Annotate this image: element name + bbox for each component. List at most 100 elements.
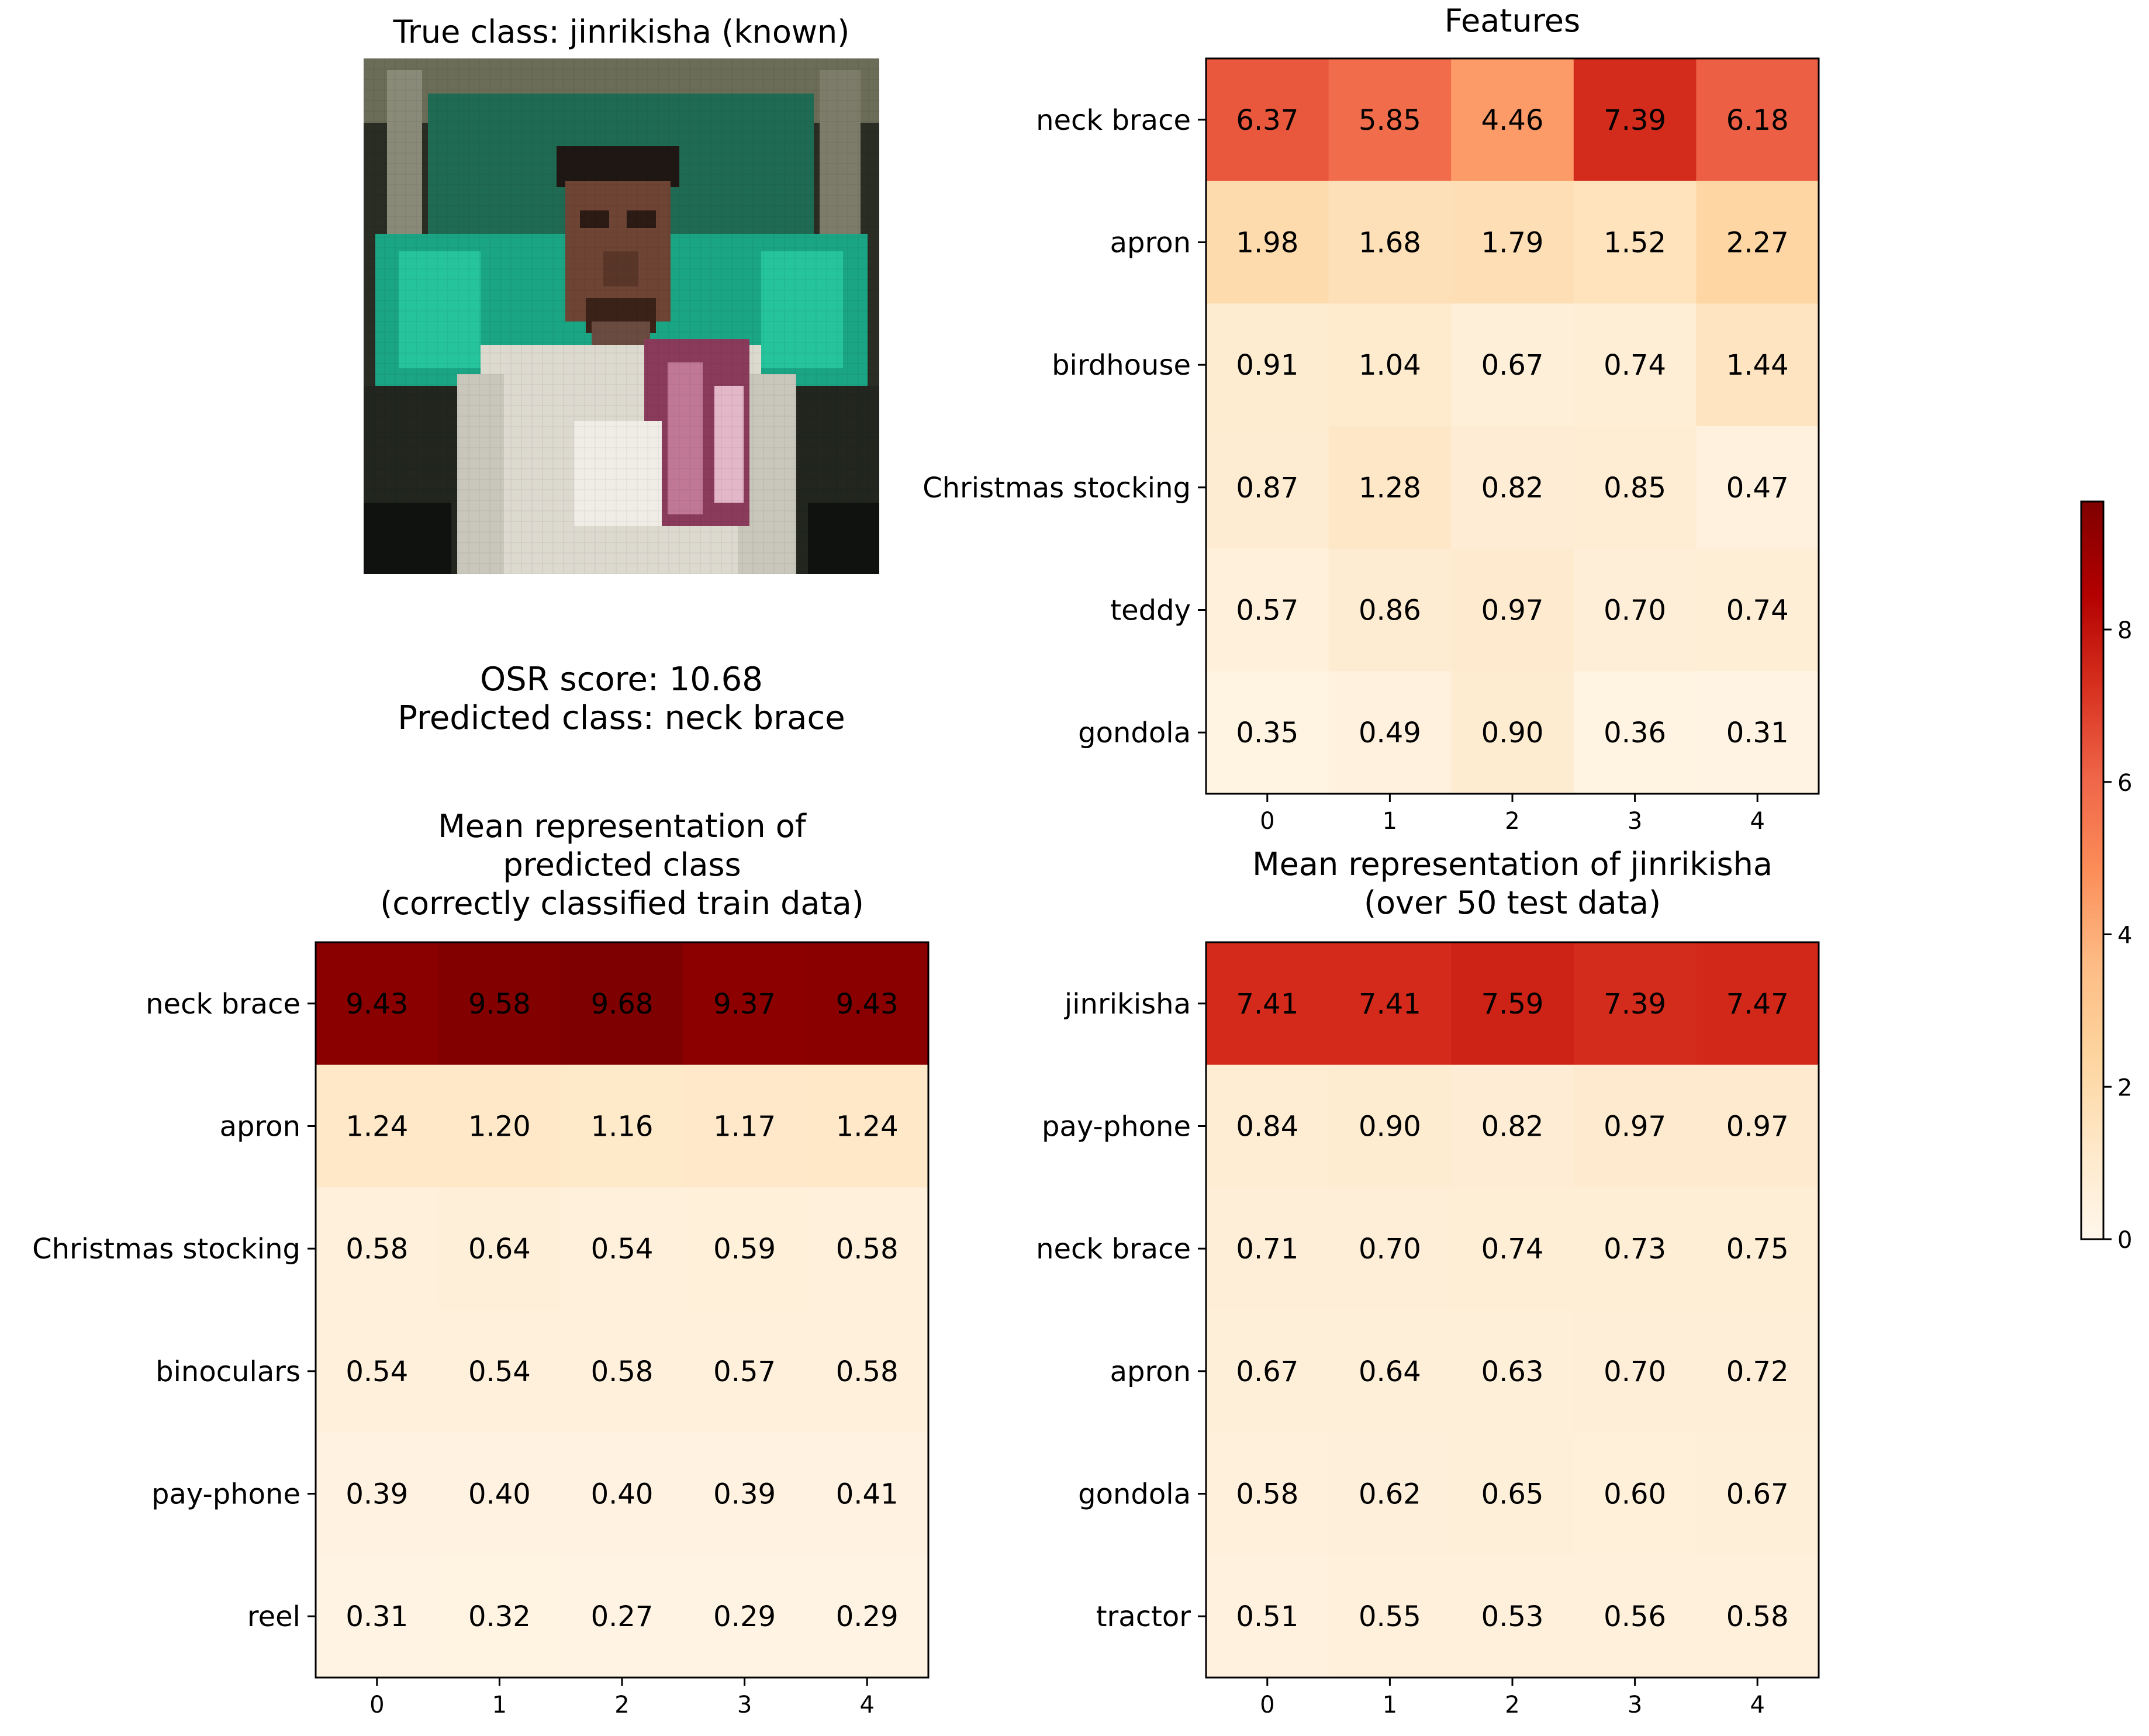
cell-value-label: 7.39 — [1604, 104, 1666, 137]
y-tick-label: neck brace — [1036, 1233, 1191, 1265]
heatmap-cell — [1206, 181, 1329, 304]
heatmap-cell — [1573, 548, 1697, 672]
image-title: True class: jinrikisha (known) — [393, 13, 850, 50]
heatmap-cell — [1573, 181, 1697, 304]
heatmap-cell — [1573, 1555, 1697, 1678]
cell-value-label: 0.58 — [591, 1355, 654, 1388]
heatmap-cell — [1451, 1555, 1574, 1678]
heatmap-cell — [683, 1432, 806, 1555]
cell-value-label: 0.84 — [1236, 1111, 1298, 1143]
heatmap-title: Features — [1445, 2, 1580, 39]
heatmap-cell — [1696, 1064, 1819, 1188]
cell-value-label: 0.74 — [1726, 594, 1789, 627]
cell-value-label: 0.67 — [1236, 1355, 1298, 1388]
y-tick-label: binoculars — [156, 1355, 300, 1388]
x-tick-label: 0 — [1260, 808, 1274, 835]
cell-value-label: 0.40 — [468, 1478, 531, 1511]
cell-value-label: 5.85 — [1359, 104, 1421, 137]
heatmap-cell — [806, 1432, 929, 1555]
heatmap-cell — [1451, 303, 1574, 427]
heatmap-cell — [1696, 1310, 1819, 1433]
cell-value-label: 0.29 — [713, 1600, 776, 1633]
heatmap-cell — [438, 1064, 561, 1188]
cell-value-label: 0.97 — [1481, 594, 1544, 627]
cell-value-label: 0.51 — [1236, 1600, 1298, 1633]
cell-value-label: 9.37 — [713, 988, 776, 1021]
y-tick-label: apron — [1110, 1355, 1191, 1388]
x-tick-label: 4 — [1750, 1692, 1764, 1718]
cell-value-label: 0.58 — [836, 1355, 899, 1388]
heatmap-cell — [438, 1310, 561, 1433]
heatmap-cell — [1696, 181, 1819, 304]
heatmap-cell — [438, 1555, 561, 1678]
cell-value-label: 0.90 — [1481, 717, 1544, 749]
heatmap-cell — [1328, 1064, 1452, 1188]
cell-value-label: 0.75 — [1726, 1233, 1789, 1265]
cell-value-label: 0.90 — [1359, 1111, 1421, 1143]
heatmap-cell — [1206, 548, 1329, 672]
heatmap-cell — [1206, 303, 1329, 427]
y-tick-label: Christmas stocking — [923, 472, 1191, 504]
cell-value-label: 0.85 — [1604, 472, 1666, 504]
heatmap-cell — [1573, 1187, 1697, 1310]
cell-value-label: 9.68 — [591, 988, 654, 1021]
x-tick-label: 0 — [1260, 1692, 1274, 1718]
colorbar: 0 2 4 6 8 — [2080, 500, 2132, 1254]
heatmap-mean-true: Mean representation of jinrikisha (over 5… — [1036, 846, 1820, 1718]
cell-value-label: 0.59 — [713, 1233, 776, 1265]
heatmap-cell — [683, 1187, 806, 1310]
heatmap-cell — [1451, 1187, 1574, 1310]
heatmap-cell — [1696, 1555, 1819, 1678]
cell-value-label: 0.62 — [1359, 1478, 1421, 1511]
cell-value-label: 0.31 — [1726, 717, 1789, 749]
colorbar-tick-label: 6 — [2117, 770, 2132, 797]
cell-value-label: 1.52 — [1604, 227, 1666, 260]
cell-value-label: 0.70 — [1604, 1355, 1666, 1388]
heatmap-cell — [561, 1310, 684, 1433]
heatmap-cell — [1696, 303, 1819, 427]
x-tick-label: 4 — [859, 1692, 874, 1718]
heatmap-cell — [1573, 303, 1697, 427]
cell-value-label: 0.55 — [1359, 1600, 1421, 1633]
cell-value-label: 7.59 — [1481, 988, 1544, 1021]
cell-value-label: 0.54 — [346, 1355, 408, 1388]
x-tick-label: 3 — [1628, 1692, 1642, 1718]
cell-value-label: 0.49 — [1359, 717, 1421, 749]
heatmap-cell — [1573, 1432, 1697, 1555]
heatmap-cell — [1573, 58, 1697, 182]
heatmap-cell — [683, 1064, 806, 1188]
y-tick-label: pay-phone — [1042, 1111, 1191, 1143]
cell-value-label: 0.58 — [1236, 1478, 1298, 1511]
heatmap-cell — [1573, 942, 1697, 1066]
heatmap-cell — [1451, 1064, 1574, 1188]
heatmap-cell — [683, 942, 806, 1066]
cell-value-label: 0.57 — [713, 1355, 776, 1388]
y-tick-label: apron — [220, 1111, 300, 1143]
heatmap-title: Mean representation of predicted class (co… — [380, 808, 864, 922]
x-tick-label: 4 — [1750, 808, 1764, 835]
cell-value-label: 0.82 — [1481, 1111, 1544, 1143]
y-tick-label: neck brace — [1036, 104, 1191, 137]
heatmap-mean-predicted: Mean representation of predicted class (co… — [32, 808, 930, 1718]
heatmap-cell — [1206, 671, 1329, 794]
heatmap-cell — [1328, 1432, 1452, 1555]
cell-value-label: 1.44 — [1726, 349, 1789, 382]
heatmap-cell — [1696, 548, 1819, 672]
cell-value-label: 0.32 — [468, 1600, 531, 1633]
cell-value-label: 0.70 — [1604, 594, 1666, 627]
y-tick-label: neck brace — [146, 988, 300, 1021]
cell-value-label: 1.04 — [1359, 349, 1421, 382]
cell-value-label: 0.36 — [1604, 717, 1666, 749]
cell-value-label: 0.40 — [591, 1478, 654, 1511]
cell-value-label: 2.27 — [1726, 227, 1789, 260]
y-tick-label: gondola — [1078, 1478, 1191, 1511]
heatmap-cell — [1451, 426, 1574, 549]
cell-value-label: 0.97 — [1604, 1111, 1666, 1143]
heatmap-cell — [1206, 58, 1329, 182]
heatmap-cell — [1696, 671, 1819, 794]
heatmap-cell — [683, 1310, 806, 1433]
heatmap-cell — [316, 1187, 439, 1310]
cell-value-label: 0.74 — [1604, 349, 1666, 382]
cell-value-label: 0.73 — [1604, 1233, 1666, 1265]
